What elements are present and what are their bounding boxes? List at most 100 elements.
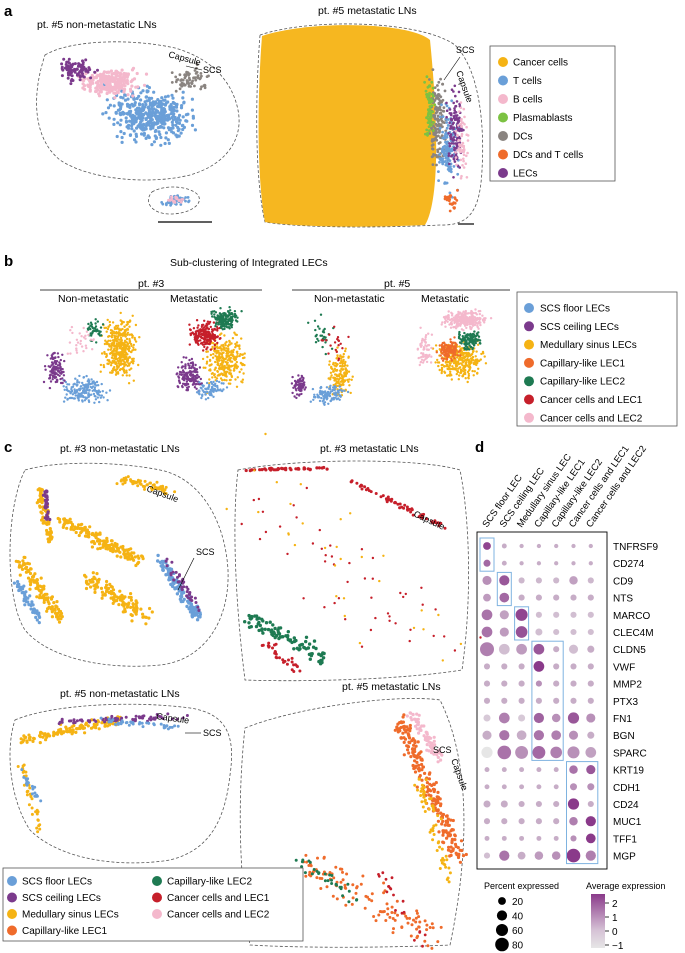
umap-point (183, 382, 187, 386)
umap-point (121, 327, 124, 331)
legend-b-label: Cancer cells and LEC2 (540, 413, 643, 424)
umap-point (479, 309, 482, 313)
b-cell-point (104, 86, 108, 90)
umap-point (208, 383, 211, 387)
umap-point (183, 373, 186, 376)
umap-point (446, 363, 449, 367)
umap-point (332, 361, 335, 365)
legend-b-swatch (524, 357, 534, 368)
umap-point (88, 389, 91, 392)
umap-point (87, 328, 90, 331)
umap-point (425, 345, 428, 348)
umap-point (210, 310, 213, 314)
umap-point (216, 374, 220, 377)
panel-c-title-2: pt. #3 metastatic LNs (320, 443, 419, 455)
b-cell-point (466, 134, 470, 137)
b-cell-point (465, 154, 468, 158)
t-cell-point (186, 196, 190, 199)
umap-point (437, 364, 440, 368)
b-cell-point (100, 87, 104, 91)
lec-point (455, 100, 459, 103)
t-cell-point (128, 133, 132, 137)
umap-point (67, 389, 70, 393)
umap-point (189, 333, 192, 337)
umap-point (465, 319, 468, 322)
umap-point (104, 339, 107, 342)
t-cell-point (150, 102, 154, 106)
lec-point (451, 153, 454, 157)
t-cell-point (159, 102, 163, 106)
lec-point (453, 109, 457, 112)
umap-point (214, 384, 217, 388)
b-met-pt5: Metastatic (421, 293, 469, 305)
umap-point (347, 335, 350, 339)
umap-point (93, 394, 96, 398)
plasmablast-point (433, 103, 437, 107)
umap-point (325, 339, 328, 342)
b-cell-point (106, 77, 111, 81)
umap-point (459, 354, 462, 357)
umap-point (182, 356, 185, 359)
umap-point (319, 392, 322, 396)
umap-point (220, 326, 223, 330)
umap-point (109, 371, 112, 374)
plasmablast-point (427, 129, 431, 133)
umap-point (100, 352, 104, 355)
dc-point (439, 111, 443, 115)
umap-point (436, 358, 439, 362)
umap-point (207, 327, 211, 331)
umap-point (477, 359, 481, 363)
umap-point (220, 366, 223, 369)
dc-point (441, 109, 445, 113)
umap-point (188, 358, 191, 362)
umap-point (188, 364, 191, 368)
umap-point (125, 353, 128, 356)
spatial-point (18, 573, 22, 577)
t-cell-point (158, 116, 162, 120)
plasmablast-point (425, 75, 429, 79)
umap-point (297, 385, 301, 388)
umap-point (241, 356, 245, 360)
umap-point (219, 315, 222, 318)
umap-point (126, 333, 129, 336)
t-cell-point (141, 128, 145, 132)
umap-point (426, 355, 430, 359)
t-cell-point (120, 102, 124, 106)
umap-point (211, 315, 214, 318)
umap-point (126, 345, 129, 348)
dc-point (194, 78, 198, 82)
umap-point (204, 341, 208, 345)
umap-point (205, 390, 209, 394)
umap-point (65, 385, 68, 389)
umap-point (115, 339, 118, 342)
umap-point (193, 367, 196, 370)
umap-point (197, 329, 200, 332)
t-cell-point (147, 123, 151, 127)
dc-point (174, 75, 178, 79)
dc-point (428, 78, 431, 81)
t-cell-point (171, 114, 175, 118)
spatial-point (126, 551, 130, 555)
umap-point (337, 339, 341, 343)
b-cell-point (460, 125, 463, 128)
umap-point (219, 307, 222, 310)
umap-point (328, 333, 331, 336)
umap-point (97, 332, 100, 335)
t-cell-point (119, 95, 123, 99)
umap-point (341, 364, 344, 367)
umap-point (133, 336, 136, 340)
umap-point (443, 320, 447, 324)
umap-point (419, 360, 423, 364)
b-cell-point (115, 82, 119, 87)
umap-point (234, 363, 237, 366)
t-cell-point (137, 94, 141, 98)
plasmablast-point (428, 109, 432, 113)
t-cell-point (128, 119, 132, 123)
capsule-label-a-right: Capsule (454, 69, 475, 103)
t-cell-point (161, 108, 165, 112)
umap-point (61, 377, 64, 380)
umap-point (88, 382, 92, 386)
umap-point (419, 356, 422, 359)
umap-point (47, 365, 50, 368)
